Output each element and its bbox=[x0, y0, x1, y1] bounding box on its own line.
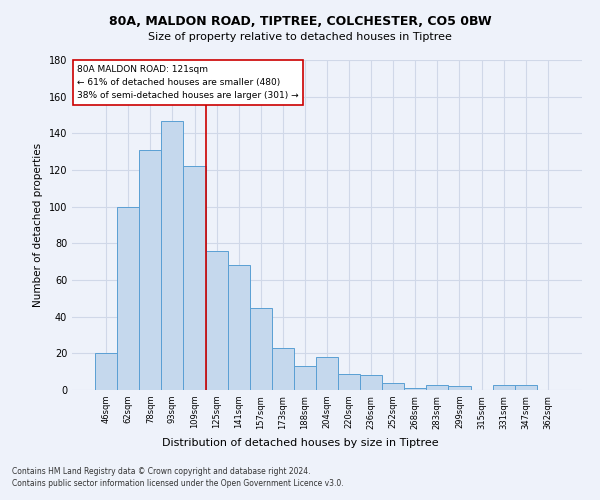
Bar bbox=[272, 348, 294, 390]
Bar bbox=[427, 384, 448, 390]
Bar bbox=[515, 384, 537, 390]
Bar bbox=[95, 354, 117, 390]
Text: Size of property relative to detached houses in Tiptree: Size of property relative to detached ho… bbox=[148, 32, 452, 42]
Bar bbox=[139, 150, 161, 390]
Text: 80A MALDON ROAD: 121sqm
← 61% of detached houses are smaller (480)
38% of semi-d: 80A MALDON ROAD: 121sqm ← 61% of detache… bbox=[77, 65, 299, 100]
Text: 80A, MALDON ROAD, TIPTREE, COLCHESTER, CO5 0BW: 80A, MALDON ROAD, TIPTREE, COLCHESTER, C… bbox=[109, 15, 491, 28]
Bar bbox=[382, 382, 404, 390]
Bar bbox=[206, 250, 227, 390]
Text: Contains HM Land Registry data © Crown copyright and database right 2024.
Contai: Contains HM Land Registry data © Crown c… bbox=[12, 466, 344, 487]
Bar bbox=[338, 374, 360, 390]
Bar bbox=[294, 366, 316, 390]
Bar bbox=[227, 266, 250, 390]
Bar bbox=[117, 206, 139, 390]
Bar bbox=[161, 120, 184, 390]
Bar bbox=[493, 384, 515, 390]
Bar bbox=[250, 308, 272, 390]
Text: Distribution of detached houses by size in Tiptree: Distribution of detached houses by size … bbox=[161, 438, 439, 448]
Bar bbox=[316, 357, 338, 390]
Bar bbox=[360, 376, 382, 390]
Bar bbox=[448, 386, 470, 390]
Bar bbox=[184, 166, 206, 390]
Y-axis label: Number of detached properties: Number of detached properties bbox=[33, 143, 43, 307]
Bar bbox=[404, 388, 427, 390]
